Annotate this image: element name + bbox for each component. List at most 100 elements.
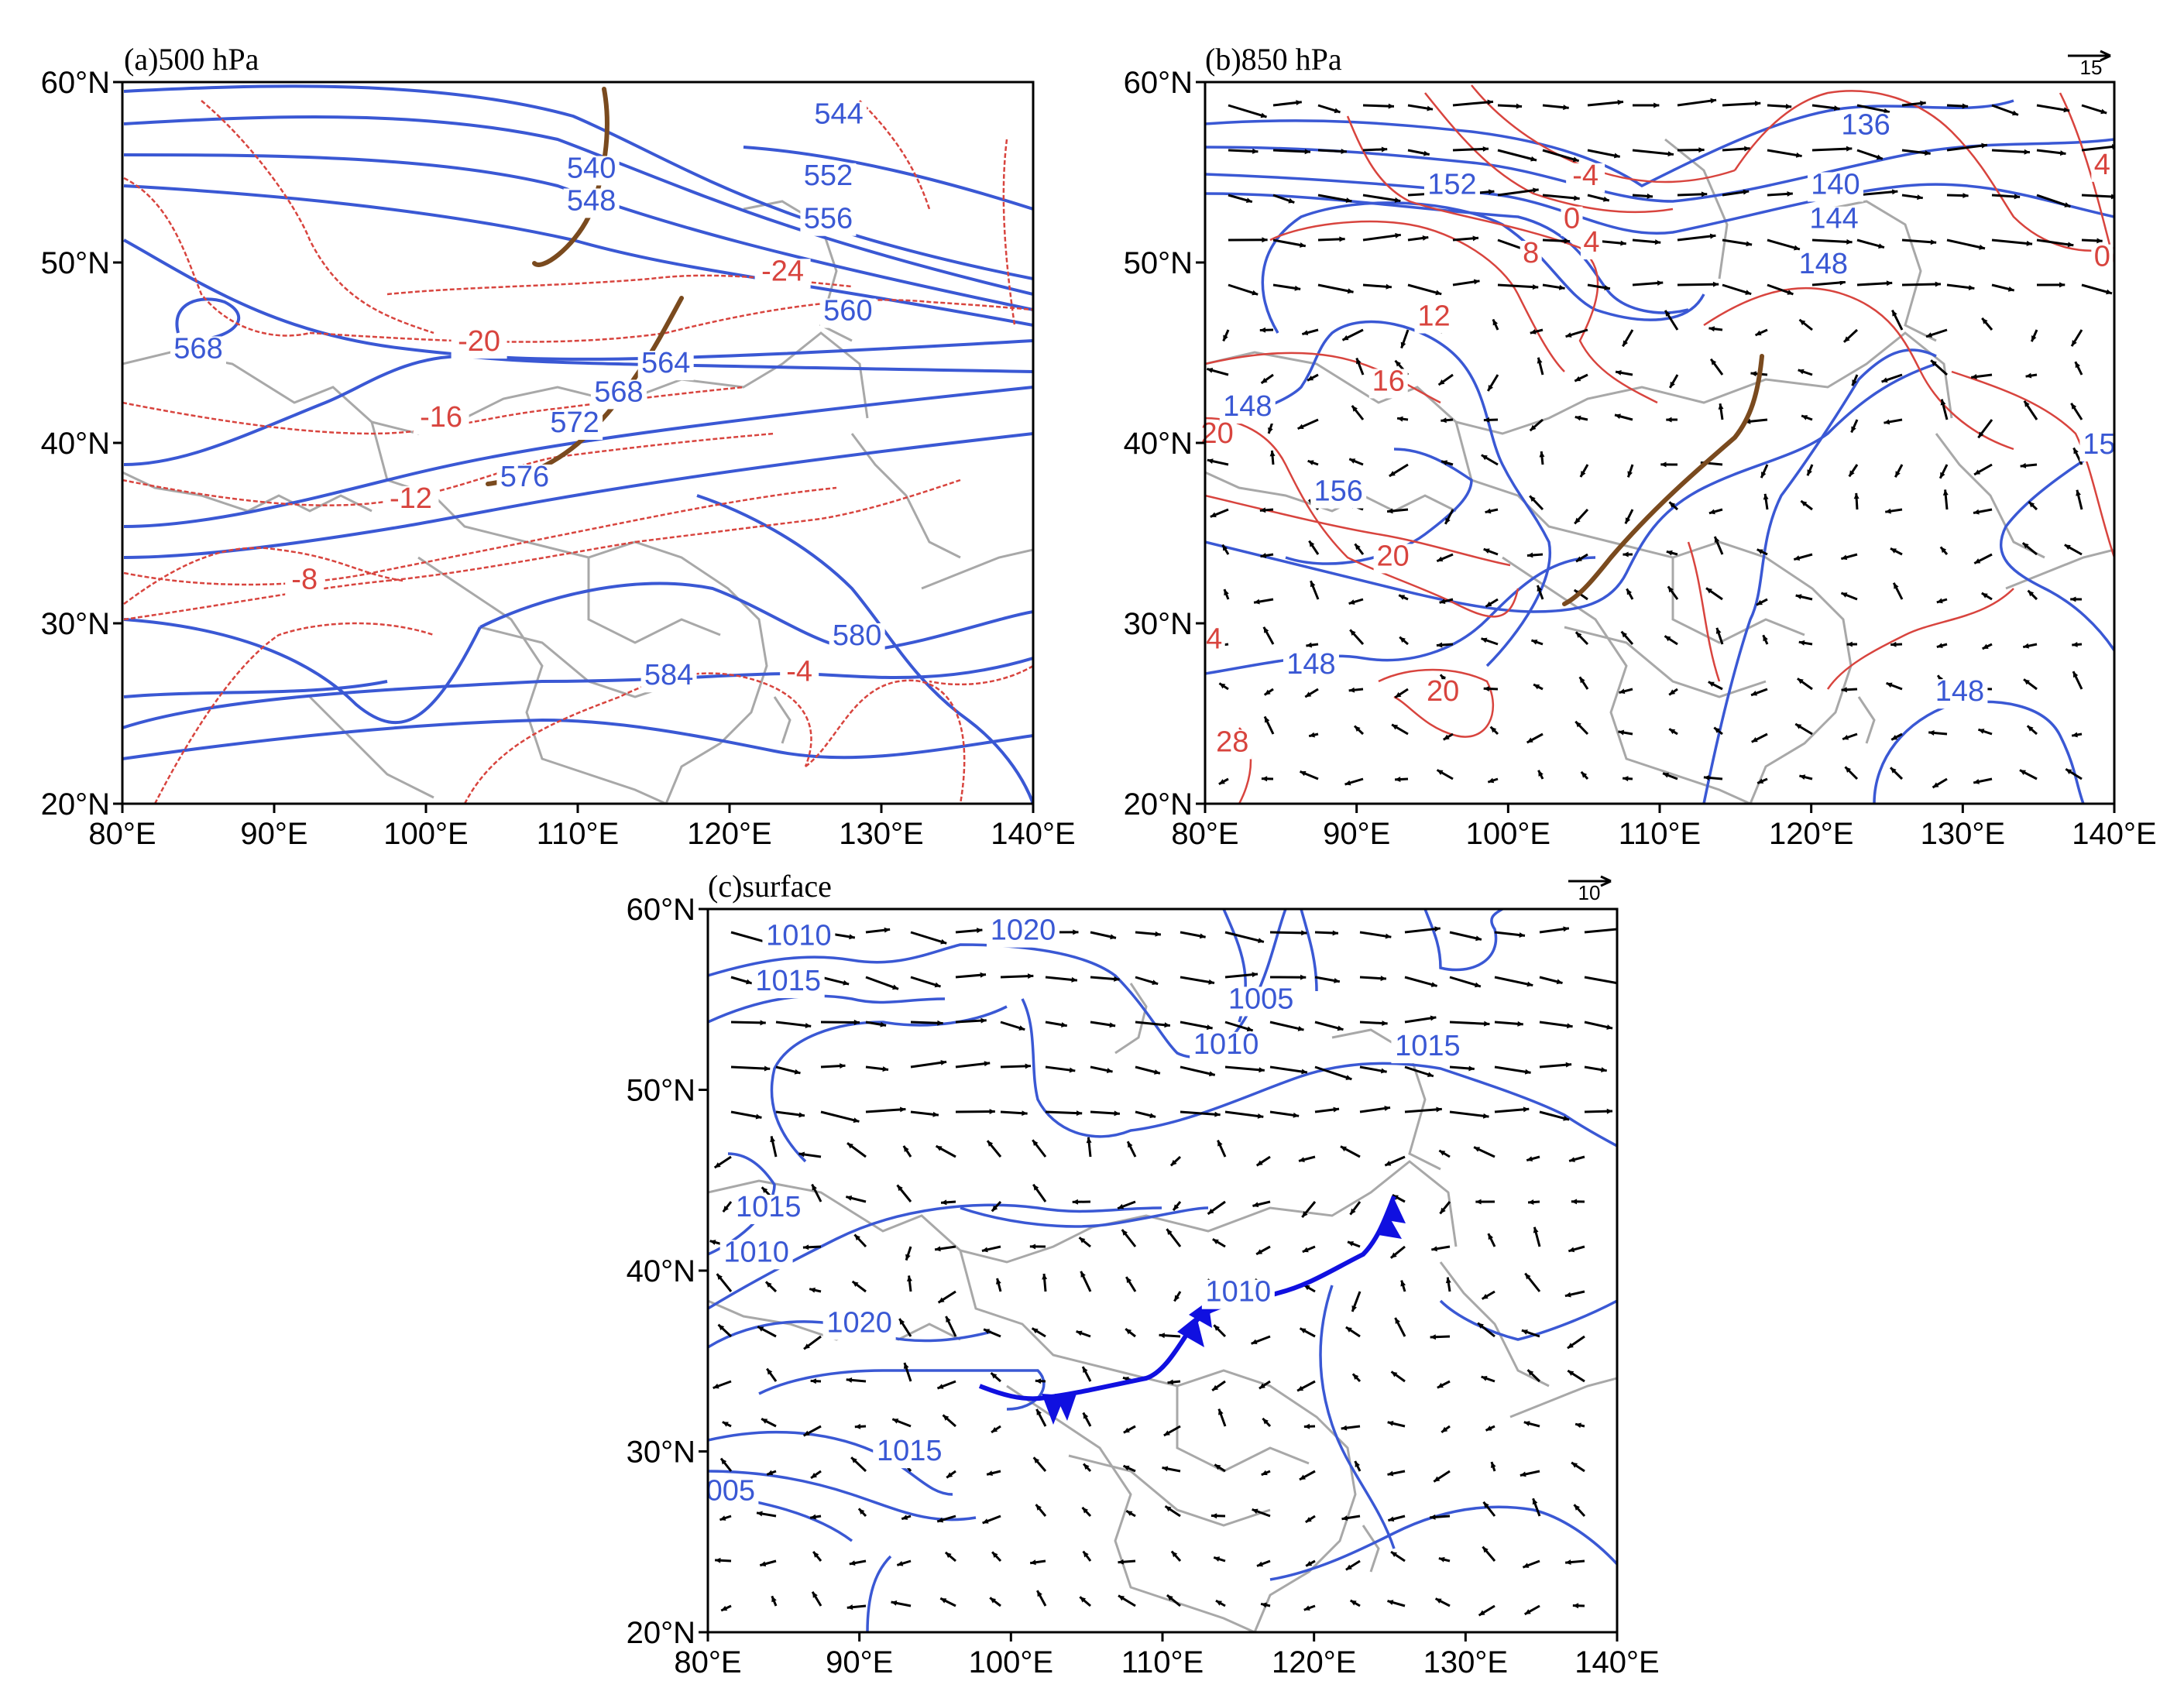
wind-vector-head <box>1208 979 1215 985</box>
wind-vector-head <box>1387 1470 1394 1477</box>
wind-vector-head <box>1942 489 1949 496</box>
wind-vector-head <box>1082 1507 1089 1514</box>
wind-vector <box>1901 283 1942 286</box>
wind-vector-head <box>900 1106 906 1113</box>
wind-vector-head <box>1763 635 1768 642</box>
wind-vector-head <box>1669 689 1676 695</box>
contour-label-background <box>780 659 819 689</box>
panel-a-y-tick-label: 20°N <box>41 787 110 822</box>
wind-vector-head <box>1165 1506 1172 1512</box>
wind-vector-head <box>2076 489 2081 496</box>
wind-vector-head <box>1715 627 1722 634</box>
wind-vector-head <box>1086 1137 1092 1144</box>
wind-vector-head <box>1482 1546 1489 1553</box>
wind-vector-head <box>2059 150 2066 156</box>
wind-vector-head <box>1485 508 1492 514</box>
wind-vector-head <box>1214 1325 1220 1331</box>
wind-vector-head <box>1440 1207 1446 1214</box>
wind-vector-head <box>1173 1204 1180 1211</box>
wind-vector-head <box>1851 426 1856 433</box>
wind-vector-head <box>1488 1233 1494 1240</box>
wind-vector-head <box>2012 110 2018 116</box>
wind-vector-head <box>805 1023 812 1028</box>
wind-vector-head <box>1252 1202 1259 1208</box>
wind-vector-head <box>1258 938 1264 944</box>
wind-vector <box>775 1021 812 1027</box>
wind-vector-head <box>1380 976 1386 982</box>
wind-vector-head <box>1794 245 1800 251</box>
wind-vector-head <box>2070 596 2076 602</box>
wind-vector-head <box>1483 1501 1489 1508</box>
wind-vector-head <box>1155 931 1161 937</box>
wind-vector-head <box>1886 682 1893 688</box>
contour-label-background <box>1310 479 1367 509</box>
wind-vector-head <box>992 1552 998 1558</box>
wind-vector-head <box>1520 1471 1526 1477</box>
wind-vector-head <box>1309 732 1315 738</box>
contour-label: 152 <box>1427 168 1476 201</box>
wind-vector-head <box>1754 101 1761 107</box>
wind-vector-head <box>1926 332 1933 338</box>
wind-vector <box>1632 149 1674 156</box>
wind-vector-head <box>1434 926 1441 932</box>
wind-vector-head <box>1394 197 1401 203</box>
wind-vector-head <box>761 1187 768 1193</box>
wind-vector-head <box>1118 1203 1125 1209</box>
wind-vector-head <box>1114 1110 1120 1117</box>
wind-vector-head <box>1033 1457 1040 1464</box>
wind-vector-head <box>1708 509 1715 515</box>
wind-vector-head <box>2064 544 2071 551</box>
wind-vector-head <box>2031 335 2037 342</box>
wind-vector <box>1449 1021 1490 1025</box>
wind-vector-head <box>1666 417 1672 423</box>
wind-vector <box>955 1110 995 1113</box>
contour-label-background <box>1423 679 1463 709</box>
contour-label: 148 <box>1223 390 1272 423</box>
wind-vector-head <box>1569 1157 1575 1162</box>
contour-label: 8 <box>1523 237 1539 269</box>
wind-vector-head <box>1387 1421 1394 1426</box>
wind-vector-head <box>1035 1504 1042 1511</box>
panel-a-x-tick-label: 100°E <box>383 817 468 851</box>
panel-c-x-tick-label: 110°E <box>1121 1645 1204 1679</box>
wind-vector-head <box>1619 688 1626 695</box>
contour-label: 1005 <box>1228 983 1294 1015</box>
contour-label: -8 <box>291 564 318 596</box>
wind-vector-head <box>1757 778 1764 784</box>
wind-vector-head <box>1617 99 1624 105</box>
wind-vector-head <box>1530 329 1537 334</box>
wind-vector-head <box>1530 156 1537 162</box>
wind-vector-head <box>1895 471 1901 478</box>
wind-vector-head <box>1345 197 1352 203</box>
wind-vector-head <box>1530 496 1536 503</box>
contour-label: 20 <box>1201 417 1234 450</box>
wind-vector-head <box>901 1515 908 1520</box>
wind-vector-head <box>1210 512 1217 517</box>
wind-vector-head <box>760 1020 766 1026</box>
wind-vector <box>1317 283 1354 293</box>
wind-vector-head <box>1341 1425 1348 1431</box>
wind-vector-head <box>1342 334 1349 341</box>
wind-vector-head <box>1436 1106 1442 1113</box>
wind-vector-head <box>719 1515 726 1521</box>
wind-vector-head <box>1162 1466 1169 1472</box>
wind-vector-head <box>1028 973 1034 979</box>
wind-vector-head <box>1485 1425 1492 1431</box>
contour-label: 20 <box>1376 540 1409 572</box>
wind-vector <box>1767 238 1801 251</box>
contour-label: 1020 <box>826 1306 892 1339</box>
wind-vector-head <box>1207 458 1214 465</box>
panel-a-height-contours <box>122 84 1033 804</box>
wind-vector-head <box>1214 1556 1221 1562</box>
wind-vector-head <box>1391 1552 1397 1557</box>
wind-vector-head <box>757 1511 763 1517</box>
wind-vector-head <box>1224 589 1229 596</box>
wind-vector-head <box>1751 691 1758 696</box>
wind-vector-head <box>1524 1609 1531 1614</box>
wind-vector-head <box>1979 244 1986 250</box>
wind-vector <box>1228 104 1267 118</box>
wind-vector-head <box>2096 238 2103 244</box>
wind-vector-head <box>1035 1378 1042 1384</box>
wind-vector-head <box>1443 734 1450 740</box>
wind-vector-head <box>1564 238 1571 244</box>
